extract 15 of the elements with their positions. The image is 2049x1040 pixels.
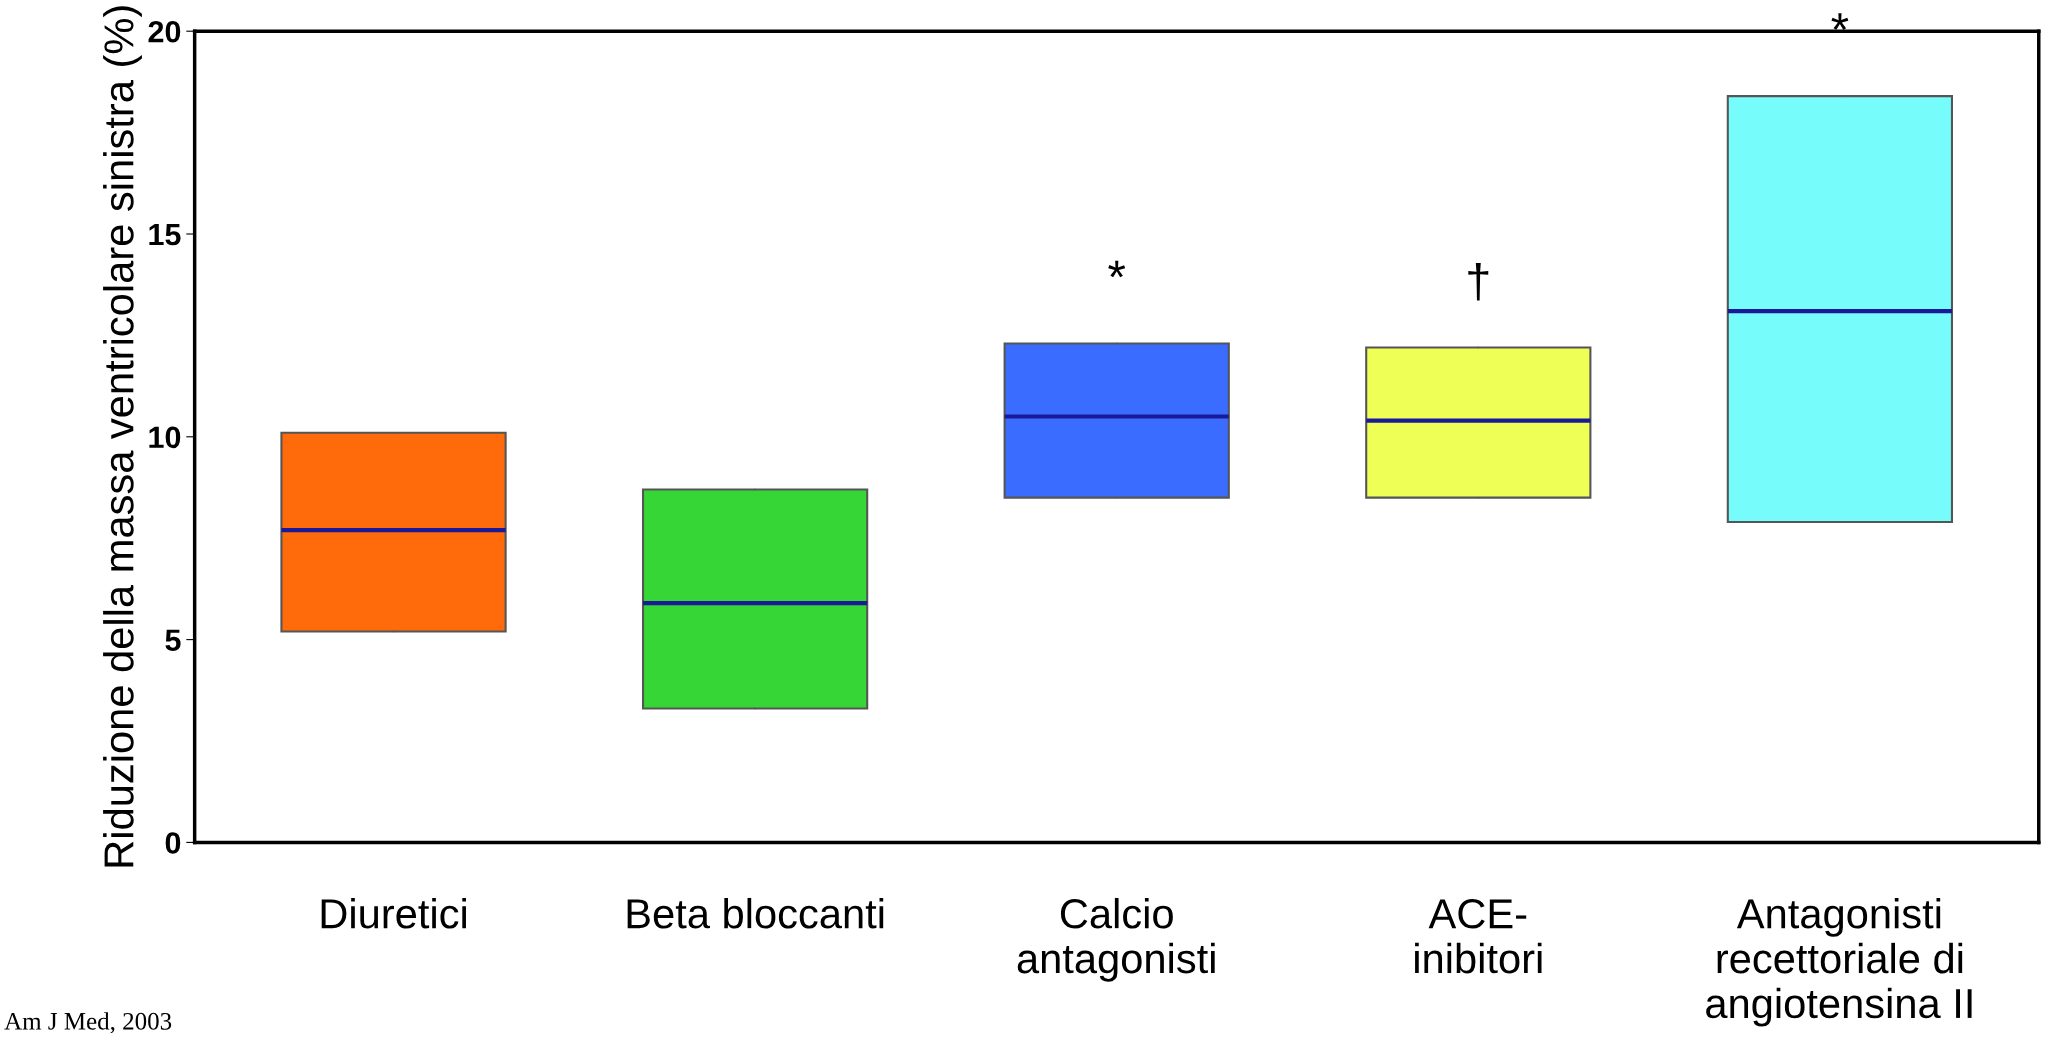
y-tick-label: 20 [148, 20, 181, 43]
annotation: † [1468, 263, 1489, 301]
y-tick-label: 15 [149, 224, 181, 246]
x-tick-label: Antagonisti recettoriale di angiotensina II [1706, 897, 1972, 1027]
x-tick-label: Calcio antagonisti [1017, 897, 1215, 982]
text: * [1831, 13, 1849, 30]
x-tick-label: Diuretici [321, 897, 466, 929]
y-tick-label: 0 [165, 832, 181, 854]
y-tick-label: 5 [165, 629, 181, 651]
y-axis-title: Riduzione della massa ventricolare sinistra (%) [103, 6, 142, 867]
y-tick-label: 10 [149, 426, 181, 449]
annotation: * [1108, 260, 1126, 278]
text: Am J Med, 2003 [4, 1012, 172, 1034]
x-tick-label: Beta bloccanti [627, 897, 884, 929]
x-tick-label: ACE- inibitori [1415, 899, 1542, 974]
